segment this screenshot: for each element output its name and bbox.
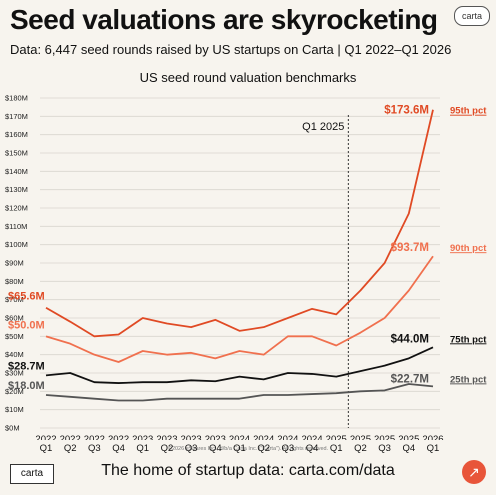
- carta-logo: carta: [454, 6, 490, 26]
- x-tick-year: 2024: [253, 434, 274, 440]
- x-tick-year: 2022: [60, 434, 81, 440]
- y-tick-label: $110M: [5, 222, 27, 231]
- series-line-25th-pct: [45, 383, 434, 402]
- x-tick-quarter: Q1: [426, 443, 440, 454]
- x-tick-year: 2023: [132, 434, 153, 440]
- y-tick-label: $20M: [5, 387, 24, 396]
- start-value-label: $65.6M: [8, 291, 45, 303]
- arrow-icon: ↗: [462, 460, 486, 484]
- end-value-label: $173.6M: [384, 105, 429, 117]
- x-tick-year: 2024: [277, 434, 298, 440]
- annotation-label: Q1 2025: [302, 121, 344, 133]
- x-tick-year: 2025: [398, 434, 419, 440]
- series-line-95th-pct: [45, 109, 434, 338]
- x-tick-year: 2025: [350, 434, 371, 440]
- y-tick-label: $180M: [5, 94, 28, 103]
- y-tick-label: $0M: [5, 424, 20, 433]
- x-tick-year: 2022: [108, 434, 129, 440]
- x-tick-quarter: Q3: [184, 443, 198, 454]
- x-tick-quarter: Q1: [39, 443, 53, 454]
- end-value-label: $93.7M: [391, 242, 429, 254]
- y-tick-label: $40M: [5, 350, 24, 359]
- x-tick-quarter: Q4: [208, 443, 222, 454]
- start-value-label: $18.0M: [8, 380, 45, 392]
- y-tick-label: $150M: [5, 149, 28, 158]
- y-tick-label: $160M: [5, 130, 28, 139]
- end-value-label: $22.7M: [391, 373, 429, 385]
- subtitle: Data: 6,447 seed rounds raised by US sta…: [10, 42, 452, 57]
- x-tick-year: 2023: [181, 434, 202, 440]
- start-value-label: $28.7M: [8, 360, 45, 372]
- x-tick-year: 2025: [374, 434, 395, 440]
- x-tick-quarter: Q1: [329, 443, 343, 454]
- series-name-label: 75th pct: [450, 334, 487, 345]
- y-tick-label: $80M: [5, 277, 24, 286]
- series-name-label: 25th pct: [450, 374, 487, 385]
- x-tick-year: 2023: [156, 434, 177, 440]
- x-tick-year: 2024: [301, 434, 322, 440]
- series-line-90th-pct: [45, 255, 434, 363]
- y-tick-label: $140M: [5, 167, 28, 176]
- x-tick-year: 2022: [84, 434, 105, 440]
- carta-logo-footer: carta: [10, 464, 54, 484]
- y-tick-label: $60M: [5, 314, 24, 323]
- x-tick-quarter: Q2: [160, 443, 174, 454]
- line-chart: $0M $10M $20M $30M $40M $50M $60M $70M $80M $90M $…: [5, 94, 487, 441]
- x-tick-year: 2023: [205, 434, 226, 440]
- x-tick-quarter: Q3: [281, 443, 295, 454]
- x-tick-year: 2026: [422, 434, 443, 440]
- series-line-75th-pct: [45, 346, 434, 384]
- x-tick-quarter: Q2: [63, 443, 77, 454]
- start-value-label: $50.0M: [8, 319, 45, 331]
- x-tick-year: 2025: [326, 434, 347, 440]
- x-tick-quarter: Q3: [88, 443, 101, 454]
- x-tick-quarter: Q2: [354, 443, 367, 454]
- end-value-label: $44.0M: [391, 333, 429, 345]
- x-tick-quarter: Q4: [305, 443, 319, 454]
- x-tick-year: 2024: [229, 434, 250, 440]
- x-tick-quarter: Q3: [378, 443, 391, 454]
- y-tick-label: $90M: [5, 259, 24, 268]
- footer-text: The home of startup data: carta.com/data: [101, 462, 395, 479]
- page-title: Seed valuations are skyrocketing: [10, 4, 438, 35]
- y-tick-label: $130M: [5, 185, 28, 194]
- series-name-label: 95th pct: [450, 106, 487, 117]
- x-tick-quarter: Q1: [233, 443, 246, 454]
- y-tick-label: $10M: [5, 405, 24, 414]
- x-tick-quarter: Q1: [136, 443, 150, 454]
- x-tick-year: 2022: [35, 434, 56, 440]
- x-tick-quarter: Q4: [402, 443, 416, 454]
- y-tick-label: $170M: [5, 112, 28, 121]
- x-tick-quarter: Q4: [112, 443, 125, 454]
- series-name-label: 90th pct: [450, 243, 487, 254]
- copyright-text: ©2026 eShares Inc., d/b/a Carta Inc. ("C…: [167, 446, 329, 452]
- chart-title: US seed round valuation benchmarks: [139, 70, 357, 85]
- y-tick-label: $100M: [5, 240, 28, 249]
- x-tick-quarter: Q2: [257, 443, 271, 454]
- y-tick-label: $70M: [5, 295, 24, 304]
- y-tick-label: $120M: [5, 204, 28, 213]
- y-tick-label: $50M: [5, 332, 24, 341]
- y-tick-label: $30M: [5, 369, 24, 378]
